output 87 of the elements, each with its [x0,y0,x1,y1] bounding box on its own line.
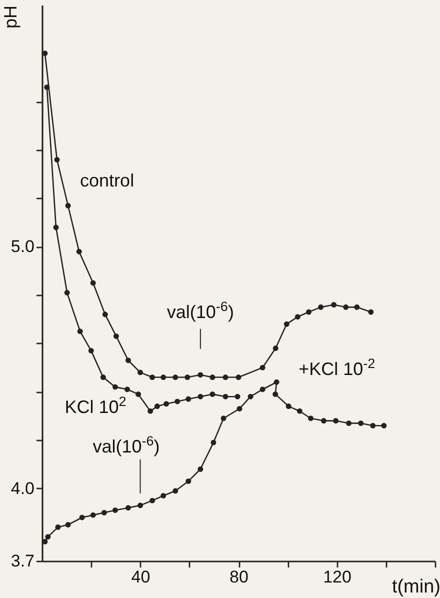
point [272,391,278,397]
point [90,280,96,286]
x-axis-title: t(min) [392,576,440,598]
point [234,394,240,400]
point [222,394,228,400]
point [164,401,170,407]
point [274,379,280,385]
point [198,466,204,472]
point [320,418,326,424]
annotation: KCl 10$^{2}$ [64,394,126,418]
point [370,422,376,428]
point [44,84,50,90]
series-label: control [80,170,134,191]
point [64,290,70,296]
y-tick-label: 5.0 [10,237,34,256]
point [138,370,143,376]
point [90,512,96,518]
point [150,498,156,504]
y-tick-label: 4.0 [10,478,34,498]
point [294,314,300,320]
x-tick-label: 120 [323,568,352,586]
point [346,420,352,426]
point [54,156,60,162]
point [150,374,156,380]
point [79,514,85,520]
point [174,398,180,404]
point [184,374,190,380]
y-tick-label: 3.7 [10,552,34,570]
point [113,333,119,339]
point [236,406,242,412]
point [260,364,266,370]
point [160,492,166,498]
point [343,304,349,310]
point [53,224,59,230]
point [333,418,339,424]
point [308,416,314,422]
point [100,374,106,380]
point [112,508,118,513]
point [220,416,226,422]
point [260,386,266,392]
point [102,312,108,318]
point [286,404,292,410]
point [101,510,107,516]
point [236,374,242,380]
point [198,394,204,400]
point [112,384,118,390]
point [125,505,131,511]
point [306,309,312,315]
x-tick-label: 40 [131,568,150,586]
annotation: val(10$^{-6}$) [92,432,160,456]
point [125,358,131,364]
point [76,248,82,254]
point [222,374,228,380]
point [248,394,254,400]
point [154,404,160,410]
point [148,408,154,414]
point [186,396,192,402]
point [186,478,192,484]
point [136,391,142,397]
y-axis-title: pH [0,6,20,29]
point [198,372,204,378]
point [65,202,71,208]
point [358,420,364,426]
point [272,346,278,352]
point [77,328,83,334]
point [88,348,94,354]
point [296,408,302,414]
x-tick-label: 80 [230,568,248,586]
point [138,502,143,508]
annotation: +KCl 10$^{-2}$ [298,356,376,380]
point [284,321,290,327]
point [210,391,216,397]
point [55,524,61,530]
point [354,304,360,310]
annotation: val(10$^{-6}$) [166,298,234,322]
point [160,374,166,380]
point [210,374,216,380]
point [368,309,374,315]
point [124,386,130,392]
point [172,374,178,380]
point [45,534,51,540]
point [331,302,337,308]
point [172,488,178,494]
point [210,440,216,446]
point [318,304,324,310]
point [381,422,387,428]
point [65,522,71,528]
